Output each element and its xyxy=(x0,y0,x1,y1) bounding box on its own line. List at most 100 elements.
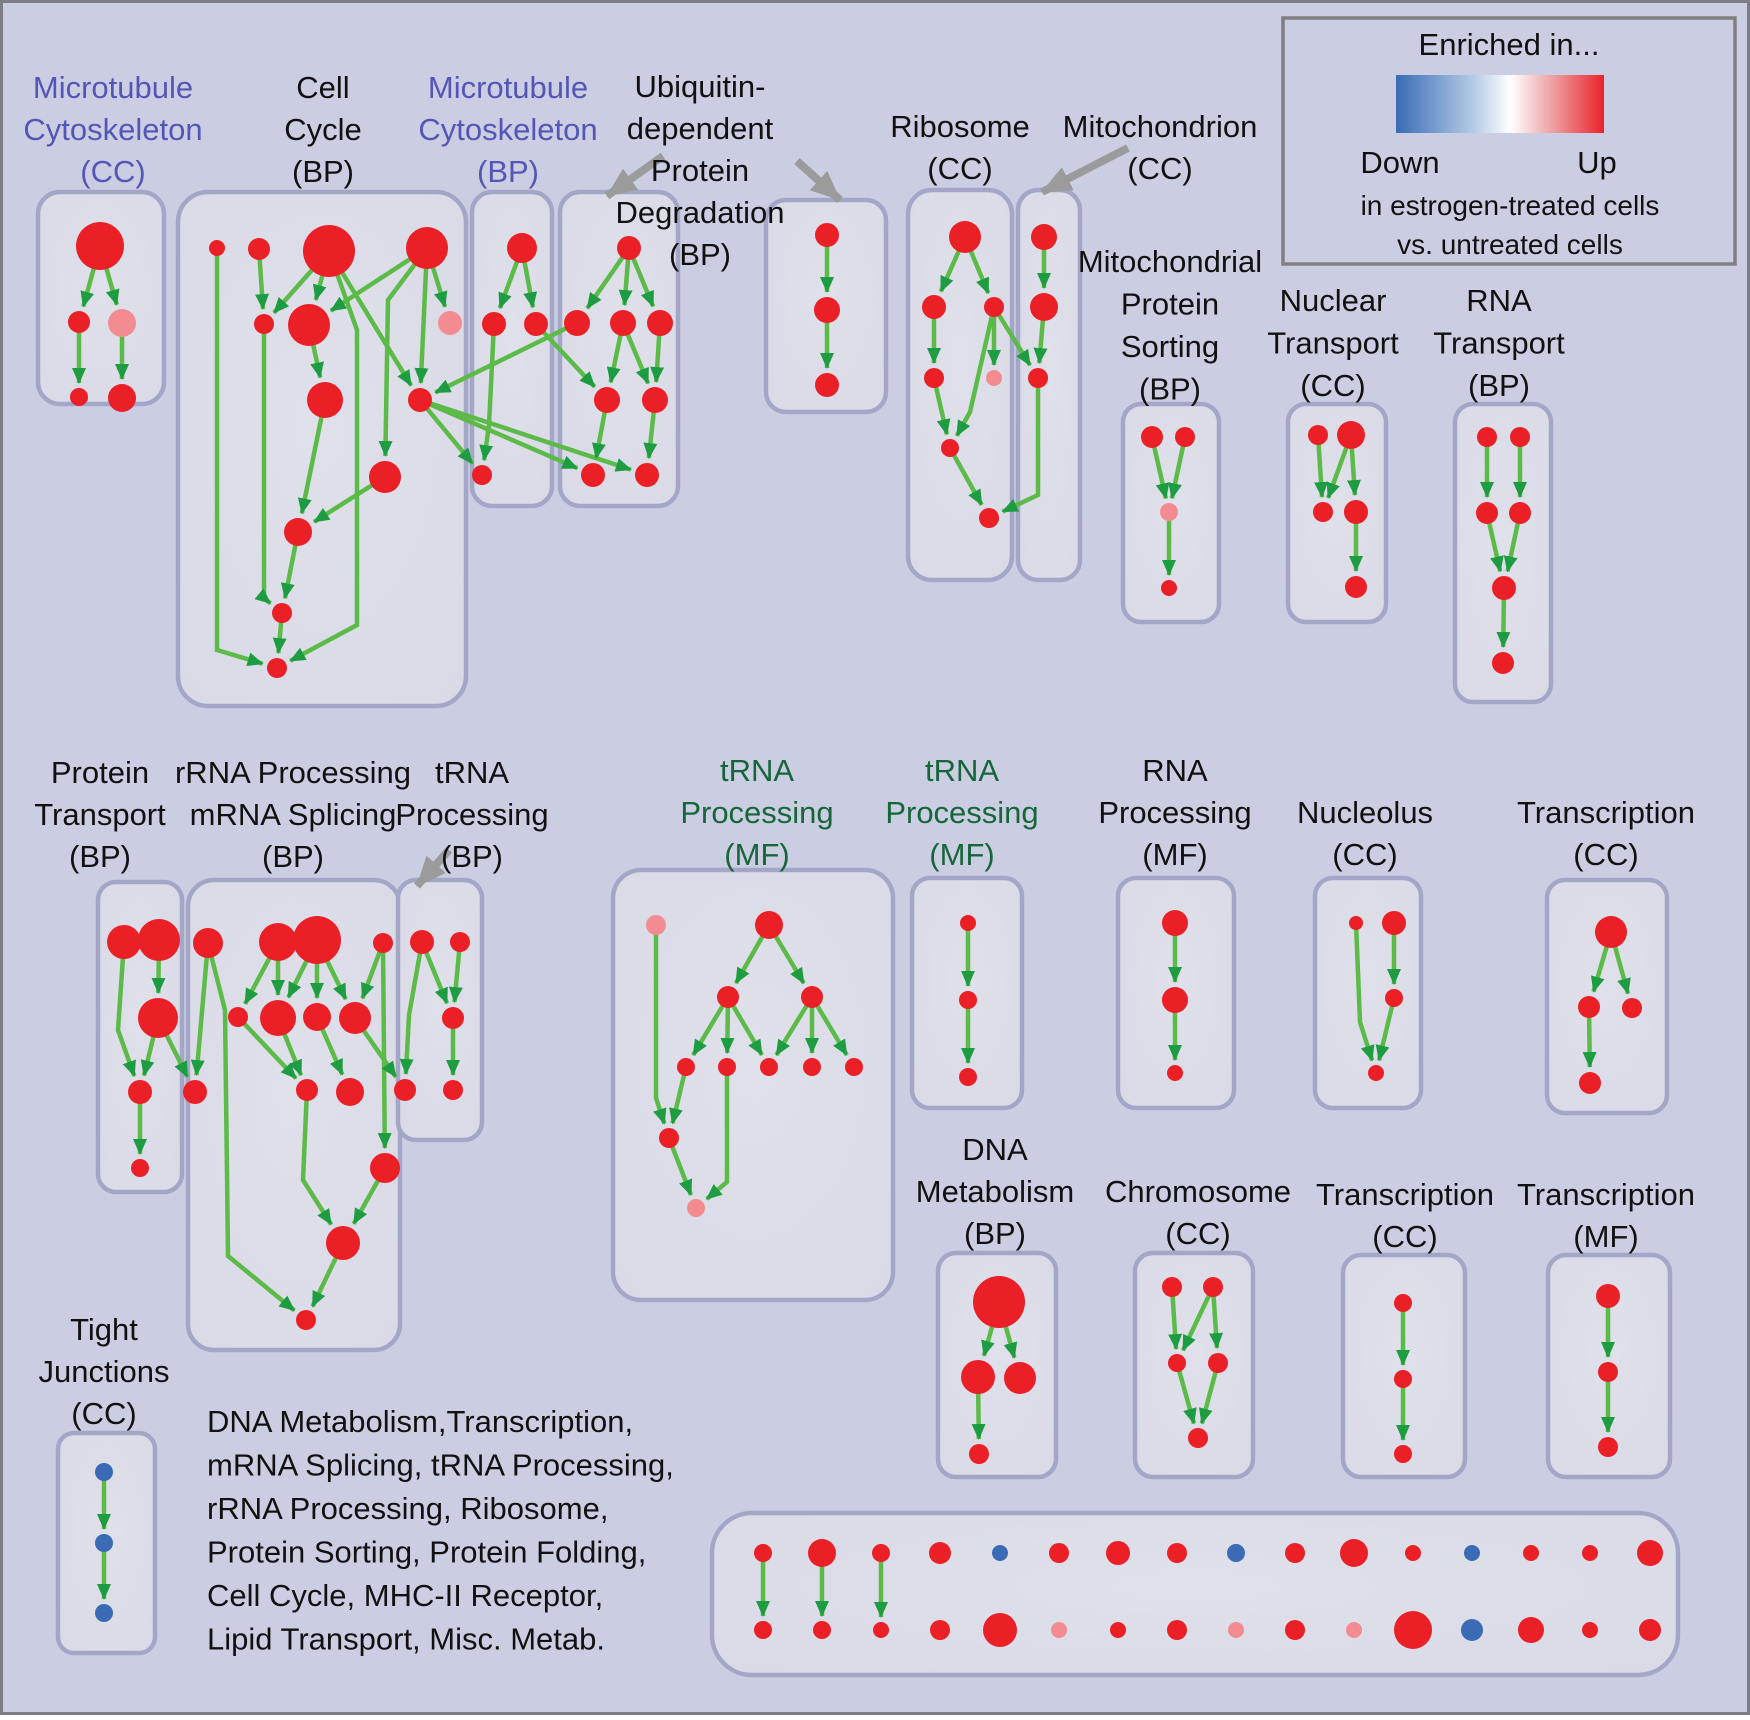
group-label-cell-cycle-bp-line3: (BP) xyxy=(292,154,354,189)
group-box-nucleolus-cc xyxy=(1312,875,1424,1111)
node-vb2 xyxy=(814,297,840,323)
node-w11b xyxy=(1346,1622,1362,1638)
group-label-dna-metabolism-bp-line3: (BP) xyxy=(964,1216,1026,1251)
edge-c9-to-k4 xyxy=(418,398,475,465)
node-w4b xyxy=(930,1620,950,1640)
node-rt1 xyxy=(1477,427,1497,447)
edge-c4-to-c10 xyxy=(378,246,429,458)
node-e2 xyxy=(1203,1277,1223,1297)
node-rt2 xyxy=(1510,427,1530,447)
node-rb4 xyxy=(924,368,944,388)
node-w13t xyxy=(1464,1545,1480,1561)
node-m4 xyxy=(70,388,88,406)
edge-o3-to-o4 xyxy=(1375,997,1397,1062)
node-u0 xyxy=(617,236,641,260)
node-w13b xyxy=(1461,1619,1483,1641)
node-c9 xyxy=(408,388,432,412)
node-k4 xyxy=(472,465,492,485)
edge-t2-to-t3 xyxy=(448,941,463,1004)
node-y2 xyxy=(1394,1370,1412,1388)
node-p2 xyxy=(138,919,180,961)
node-o1 xyxy=(1349,916,1363,930)
node-w10b xyxy=(1285,1620,1305,1640)
node-rt6 xyxy=(1492,652,1514,674)
group-label-tight-junctions-cc-line1: Tight xyxy=(70,1312,138,1347)
node-w9t xyxy=(1227,1544,1245,1562)
node-c6 xyxy=(288,304,330,346)
group-box-transcription-cc-2 xyxy=(1340,1252,1468,1480)
group-label-trna-processing-mf-small-line3: (MF) xyxy=(929,837,994,872)
node-rb5 xyxy=(986,370,1002,386)
group-label-rna-processing-mf-line1: RNA xyxy=(1142,753,1208,788)
node-nt3 xyxy=(1313,502,1333,522)
group-box-rna-transport-bp xyxy=(1452,401,1554,705)
node-rr0 xyxy=(183,1080,207,1104)
annotation-arrow-1 xyxy=(604,152,666,200)
node-rt4 xyxy=(1509,502,1531,524)
node-z3 xyxy=(1598,1437,1618,1457)
node-p4 xyxy=(128,1080,152,1104)
node-x3 xyxy=(1622,998,1642,1018)
node-w8b xyxy=(1167,1620,1187,1640)
legend-subtitle-1: in estrogen-treated cells xyxy=(1361,190,1660,221)
edge-nt1-to-nt3 xyxy=(1314,434,1329,499)
legend-subtitle-2: vs. untreated cells xyxy=(1397,229,1623,260)
node-c1 xyxy=(209,240,225,256)
misc-cluster-text-line5: Cell Cycle, MHC-II Receptor, xyxy=(207,1578,603,1613)
edge-rr5-to-rr9 xyxy=(236,1015,298,1080)
group-label-microtubule-cytoskeleton-cc-line2: Cytoskeleton xyxy=(23,112,202,147)
node-w3t xyxy=(872,1544,890,1562)
group-label-ribosome-cc-line2: (CC) xyxy=(927,151,992,186)
group-label-trna-processing-mf-small-line2: Processing xyxy=(885,795,1038,830)
group-label-cell-cycle-bp-line2: Cycle xyxy=(284,112,362,147)
node-g11 xyxy=(687,1199,705,1217)
edge-k2-to-k4 xyxy=(479,323,497,462)
legend-up-label: Up xyxy=(1577,145,1617,180)
group-label-trna-processing-mf-large-line2: Processing xyxy=(680,795,833,830)
group-label-trna-processing-bp-line3: (BP) xyxy=(441,839,503,874)
node-p3 xyxy=(138,998,178,1038)
node-rr7 xyxy=(303,1003,331,1031)
node-w10t xyxy=(1285,1543,1305,1563)
node-c7 xyxy=(438,311,462,335)
group-label-trna-processing-bp-line2: Processing xyxy=(395,797,548,832)
group-box-microtubule-cytoskeleton-bp xyxy=(469,189,555,509)
node-rr13 xyxy=(296,1310,316,1330)
edge-c3-to-c9 xyxy=(327,249,414,387)
misc-cluster-text-line3: rRNA Processing, Ribosome, xyxy=(207,1491,608,1526)
node-h3 xyxy=(959,1068,977,1086)
group-label-ubiquitin-degradation-bp-a-line5: (BP) xyxy=(669,237,731,272)
node-z1 xyxy=(1596,1284,1620,1308)
node-mt1 xyxy=(1031,224,1057,250)
node-w7b xyxy=(1110,1622,1126,1638)
group-box-chromosome-cc xyxy=(1132,1250,1256,1480)
misc-cluster-text-line6: Lipid Transport, Misc. Metab. xyxy=(207,1622,605,1657)
group-label-transcription-cc-line2: (CC) xyxy=(1573,837,1638,872)
node-c8 xyxy=(307,382,343,418)
edge-g3-to-g5 xyxy=(691,995,730,1057)
node-p1 xyxy=(107,925,141,959)
node-w16t xyxy=(1637,1540,1663,1566)
group-label-transcription-cc-2-line2: (CC) xyxy=(1372,1219,1437,1254)
node-g3 xyxy=(717,986,739,1008)
annotation-arrow-4 xyxy=(414,847,452,889)
group-label-rna-processing-mf-line2: Processing xyxy=(1098,795,1251,830)
node-k3 xyxy=(524,312,548,336)
group-label-trna-processing-bp-line1: tRNA xyxy=(435,755,509,790)
node-rr6 xyxy=(260,1000,296,1036)
node-j1 xyxy=(95,1463,113,1481)
group-label-chromosome-cc-line1: Chromosome xyxy=(1105,1174,1291,1209)
legend-box xyxy=(1281,16,1737,266)
node-g4 xyxy=(801,986,823,1008)
edge-p1-to-p4 xyxy=(115,941,137,1077)
node-k1 xyxy=(507,233,537,263)
node-c5 xyxy=(254,314,274,334)
node-o4 xyxy=(1368,1065,1384,1081)
group-box-transcription-cc xyxy=(1544,877,1670,1116)
edge-rb6-to-rb7 xyxy=(948,446,984,506)
node-rr3 xyxy=(293,916,341,964)
node-rb6 xyxy=(941,439,959,457)
legend-down-label: Down xyxy=(1360,145,1439,180)
node-nt5 xyxy=(1345,576,1367,598)
